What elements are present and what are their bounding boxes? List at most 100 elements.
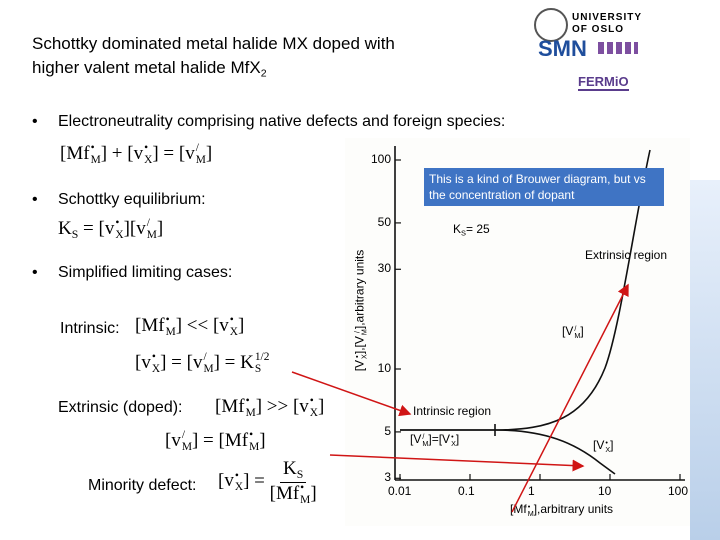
symbol: Mf • M [141, 314, 176, 338]
symbol: V / M [565, 324, 580, 339]
subscript: X [151, 362, 161, 375]
callout: This is a kind of Brouwer diagram, but v… [424, 168, 664, 206]
text-run: [ [135, 315, 142, 336]
text-run: ] [238, 315, 245, 336]
text-run: [ [410, 432, 414, 446]
symbol-base: V [352, 336, 367, 345]
superscript: / [181, 429, 185, 442]
formula: [v • X] = KS [Mf • M] [218, 458, 317, 506]
figure-label: KS= 25 [453, 222, 490, 238]
text-run: ] + [ [100, 143, 134, 164]
superscript: • [309, 395, 314, 408]
subscript: M [165, 325, 176, 338]
superscript: 1/2 [254, 351, 270, 364]
case-label: Extrinsic (doped): [58, 399, 183, 416]
subscript: M [203, 362, 214, 375]
text-run: [ [352, 367, 367, 372]
text-run: ] [455, 432, 460, 446]
text-run: higher valent metal halide Mf [32, 58, 250, 77]
subscript: X [115, 228, 124, 241]
case-label: Minority defect: [88, 477, 197, 494]
symbol-base: X [249, 58, 261, 77]
logo-dots [598, 42, 638, 54]
superscript: • [229, 314, 234, 327]
symbol-base: Mf [224, 430, 249, 451]
symbol: Mf • M [66, 142, 101, 166]
symbol-base: Mf [66, 143, 90, 164]
script-stack: / M [196, 142, 206, 166]
bullet-text: Simplified limiting cases: [58, 264, 233, 281]
symbol: Mf • M [221, 395, 255, 418]
x-tick-label: 0.1 [458, 484, 475, 498]
subscript: X [309, 406, 319, 419]
y-tick-label: 30 [377, 261, 391, 276]
text-run: ] = [ [191, 430, 225, 451]
subscript: X [451, 438, 456, 448]
script-stack: • X [151, 351, 161, 375]
x-tick-label: 100 [668, 484, 689, 498]
symbol: KS [283, 458, 303, 481]
text-run: ] << [ [175, 315, 220, 336]
y-axis-label: [V • X],[V / M],arbitrary units [352, 226, 368, 396]
numerator: KS [279, 458, 307, 484]
formula: KS = [v • X][v / M] [58, 217, 164, 242]
superscript: • [245, 395, 250, 408]
subscript: M [527, 508, 534, 518]
text-run: ] >> [ [255, 396, 300, 417]
text-run: ],arbitrary units [533, 502, 614, 516]
x-axis-label: [Mf • M],arbitrary units [510, 502, 613, 517]
text-run: [ [269, 483, 276, 505]
superscript: • [451, 431, 454, 441]
subscript: M [249, 440, 260, 453]
text-run: [ [215, 396, 222, 417]
script-stack: / M [181, 429, 192, 453]
symbol: v / M [171, 429, 192, 453]
subscript: X [229, 325, 239, 338]
symbol: K 1/2 S [240, 351, 270, 375]
symbol: V • X [442, 431, 456, 448]
x-tick-label: 10 [598, 484, 612, 498]
script-stack: • M [165, 314, 176, 338]
symbol-base: V [596, 438, 605, 452]
figure-label: Extrinsic region [585, 248, 668, 262]
script-stack: / M [146, 217, 157, 241]
superscript: / [422, 431, 425, 441]
text-run: ] = [243, 470, 270, 492]
text-run: ] [156, 218, 164, 239]
logo-text: SMN [538, 36, 587, 61]
subscript: M [90, 153, 101, 166]
side-decoration [690, 180, 720, 540]
text-run: ] = [213, 352, 241, 373]
bullet-text: Schottky equilibrium: [58, 191, 206, 208]
script-stack: • X [144, 142, 152, 166]
figure-label: Intrinsic region [413, 404, 492, 418]
bullet: • [32, 113, 38, 130]
text-run: ],[ [352, 344, 367, 355]
script-stack: • X [352, 354, 368, 359]
symbol: v • X [134, 142, 153, 166]
superscript: • [234, 469, 239, 482]
superscript: • [165, 314, 170, 327]
symbol: V • X [352, 354, 368, 368]
subscript: M [146, 228, 157, 241]
text-run: ],arbitrary units [352, 249, 367, 330]
symbol-base: K [453, 222, 462, 236]
subscript: M [181, 440, 192, 453]
text-run: ] [318, 396, 325, 417]
subscript: X [234, 481, 244, 494]
seal [534, 8, 568, 42]
y-tick-label: 3 [384, 470, 391, 485]
symbol: v • X [141, 351, 161, 375]
text-run: = 25 [465, 222, 490, 236]
symbol-base: V [565, 324, 574, 338]
case-label: Intrinsic: [60, 320, 120, 337]
formula: [Mf • M] + [v • X] = [v / M] [60, 142, 212, 166]
symbol: Mf • M [224, 429, 260, 453]
script-stack: 1/2 S [254, 351, 270, 375]
text-run: ] = [ [160, 352, 193, 373]
y-tick-label: 10 [377, 361, 391, 375]
logo-text: OF OSLO [572, 24, 624, 35]
text-run: ] [610, 438, 614, 452]
text-run: [ [60, 143, 67, 164]
